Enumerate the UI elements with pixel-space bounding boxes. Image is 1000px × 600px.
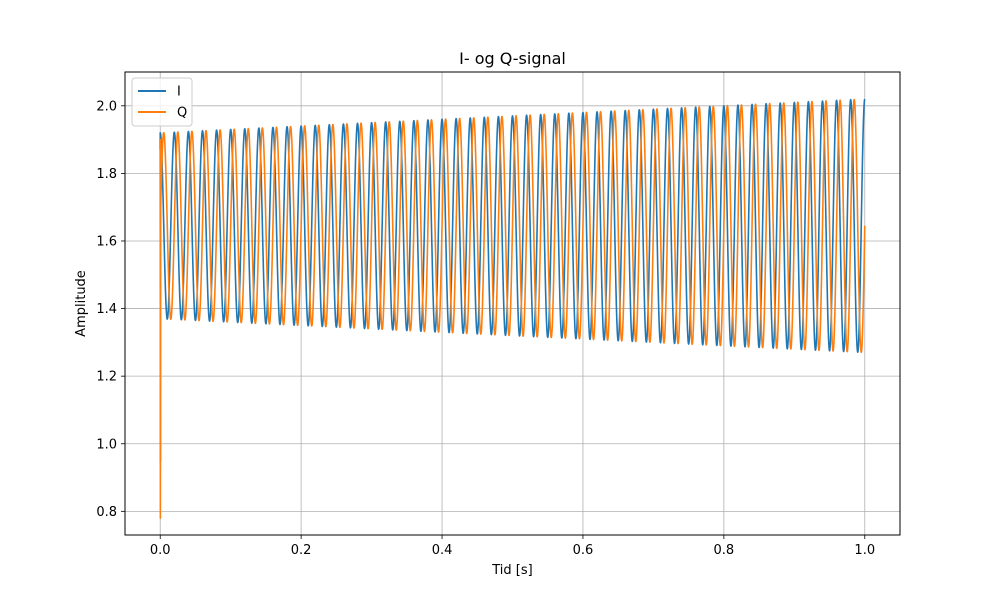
y-tick-label: 1.8 xyxy=(96,167,117,182)
y-tick-label: 2.0 xyxy=(96,99,117,114)
y-tick-label: 1.6 xyxy=(96,234,117,249)
x-tick-label: 0.0 xyxy=(150,543,171,558)
series-line-q xyxy=(159,98,866,519)
y-tick-label: 1.2 xyxy=(96,370,117,385)
legend-label-i: I xyxy=(177,85,181,100)
series-line-i xyxy=(159,98,866,462)
y-tick-label: 1.0 xyxy=(96,437,117,452)
legend: I Q xyxy=(131,77,193,127)
x-tick-label: 1.0 xyxy=(854,543,875,558)
x-tick-label: 0.4 xyxy=(432,543,453,558)
plot-frame xyxy=(124,71,901,536)
chart-title: I- og Q-signal xyxy=(459,49,566,68)
ticks: 0.0 0.2 0.4 0.6 0.8 1.0 0.8 1.0 1.2 1.4 1.6 1.8 2.0 xyxy=(96,99,875,558)
x-tick-label: 0.8 xyxy=(714,543,735,558)
y-axis-label: Amplitude xyxy=(74,270,89,337)
x-axis-label: Tid [s] xyxy=(491,563,532,578)
x-tick-label: 0.6 xyxy=(573,543,594,558)
y-tick-label: 1.4 xyxy=(96,302,117,317)
legend-label-q: Q xyxy=(177,106,187,121)
y-tick-label: 0.8 xyxy=(96,505,117,520)
x-tick-label: 0.2 xyxy=(291,543,312,558)
series-layer xyxy=(159,98,866,519)
